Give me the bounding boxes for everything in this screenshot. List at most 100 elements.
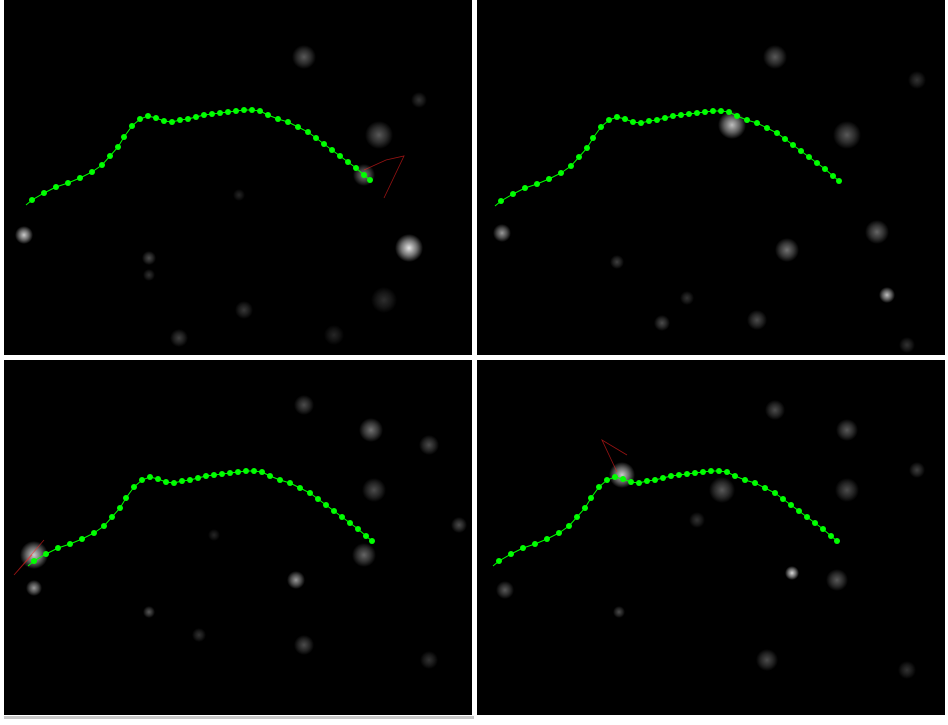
trace-point: [209, 111, 215, 117]
trace-point: [277, 477, 283, 483]
trace-point: [812, 520, 818, 526]
trace-point: [662, 115, 668, 121]
trace-point: [644, 478, 650, 484]
trace-point: [243, 468, 249, 474]
trace-point: [117, 505, 123, 511]
cell-blob: [610, 255, 624, 269]
cell-blob: [908, 71, 926, 89]
trace-point: [139, 477, 145, 483]
trace-point: [115, 144, 121, 150]
cell-blob: [170, 329, 188, 347]
trace-point: [638, 120, 644, 126]
trace-point: [670, 113, 676, 119]
trace-point: [169, 119, 175, 125]
trace-point: [744, 117, 750, 123]
frame-bottom-left: [4, 360, 472, 715]
trace-point: [742, 477, 748, 483]
trace-point: [510, 191, 516, 197]
cell-blob: [826, 569, 848, 591]
trace-point: [99, 162, 105, 168]
cell-blob: [142, 251, 156, 265]
trace-point: [630, 119, 636, 125]
trace-point: [321, 141, 327, 147]
trace-point: [171, 480, 177, 486]
cell-blob: [451, 517, 467, 533]
neurite-trace-line: [27, 470, 373, 567]
trace-point: [498, 198, 504, 204]
trace-point: [53, 184, 59, 190]
trace-point: [179, 478, 185, 484]
cell-blob: [294, 635, 314, 655]
trace-point: [702, 109, 708, 115]
frame-bottom-right-image: [492, 400, 925, 679]
frame-top-right: [477, 0, 945, 355]
cell-blob: [493, 224, 511, 242]
neurite-trace-line: [492, 470, 838, 567]
trace-point: [161, 118, 167, 124]
trace-point: [654, 117, 660, 123]
trace-point: [754, 120, 760, 126]
cell-blob: [233, 189, 245, 201]
cell-blob: [294, 395, 314, 415]
trace-point: [297, 485, 303, 491]
trace-point: [686, 111, 692, 117]
cell-blob: [20, 541, 48, 569]
trace-point: [646, 118, 652, 124]
frame-top-left: [4, 0, 472, 355]
trace-point: [764, 125, 770, 131]
cell-blob: [292, 45, 316, 69]
trace-point: [367, 177, 373, 183]
cell-blob: [352, 543, 376, 567]
trace-point: [606, 117, 612, 123]
trace-point: [546, 176, 552, 182]
trace-point: [622, 116, 628, 122]
trace-point: [315, 496, 321, 502]
trace-point: [798, 148, 804, 154]
trace-point: [77, 175, 83, 181]
trace-point: [544, 536, 550, 542]
trace-point: [806, 154, 812, 160]
cell-blob: [689, 512, 705, 528]
trace-point: [678, 112, 684, 118]
cell-blob: [287, 571, 305, 589]
cell-blob: [496, 581, 514, 599]
trace-point: [29, 197, 35, 203]
trace-point: [772, 490, 778, 496]
trace-point: [109, 514, 115, 520]
trace-point: [780, 496, 786, 502]
trace-point: [101, 523, 107, 529]
trace-point: [233, 108, 239, 114]
trace-point: [574, 514, 580, 520]
cell-blob: [835, 478, 859, 502]
trace-point: [584, 145, 590, 151]
trace-point: [267, 473, 273, 479]
cell-blob: [654, 315, 670, 331]
trace-point: [331, 508, 337, 514]
trace-point: [804, 514, 810, 520]
trace-point: [684, 471, 690, 477]
cell-blob: [365, 121, 393, 149]
trace-point: [614, 114, 620, 120]
trace-point: [211, 472, 217, 478]
trace-point: [235, 469, 241, 475]
cell-blob: [756, 649, 778, 671]
cell-blob: [899, 337, 915, 353]
trace-point: [43, 551, 49, 557]
frame-bottom-right: [477, 360, 945, 715]
cell-blob: [680, 291, 694, 305]
trace-point: [814, 160, 820, 166]
trace-point: [129, 123, 135, 129]
trace-point: [347, 520, 353, 526]
cell-blob: [15, 226, 33, 244]
cell-blob: [411, 92, 427, 108]
trace-point: [620, 476, 626, 482]
cell-blob: [192, 628, 206, 642]
trace-point: [612, 474, 618, 480]
trace-point: [830, 173, 836, 179]
trace-point: [145, 113, 151, 119]
trace-point: [339, 514, 345, 520]
trace-point: [604, 477, 610, 483]
cell-blob: [143, 269, 155, 281]
bottom-divider: [4, 716, 474, 719]
trace-point: [307, 490, 313, 496]
